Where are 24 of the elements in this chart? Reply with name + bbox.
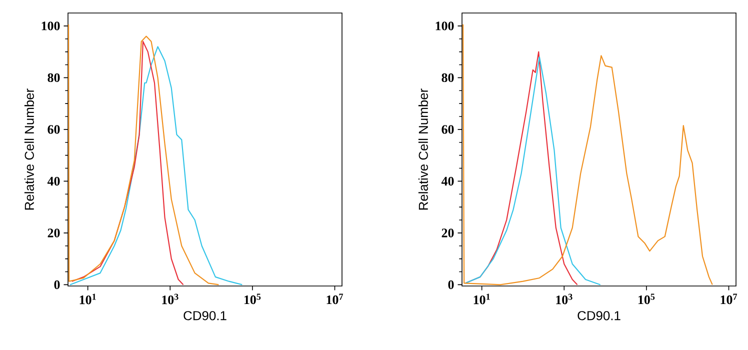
x-tick-label: 10$^{7}$: [326, 294, 344, 304]
x-tick-label: 10$^{5}$: [244, 294, 261, 304]
y-tick-label: 80: [48, 73, 60, 82]
y-tick-label: 60: [442, 125, 454, 134]
x-axis-title: CD90.1: [578, 311, 620, 320]
y-tick-label: 0: [54, 280, 60, 290]
x-tick-label: 10$^{7}$: [720, 294, 738, 304]
y-tick-label: 100: [436, 22, 454, 30]
y-tick-label: 20: [48, 228, 60, 238]
y-tick-label: 60: [48, 125, 60, 134]
y-tick-label: 20: [442, 228, 454, 238]
y-tick-label: 0: [448, 280, 454, 290]
y-tick-label: 40: [47, 176, 60, 186]
y-axis-title: Relative Cell Number: [418, 88, 428, 210]
y-tick-label: 80: [442, 73, 454, 82]
y-axis-title: Relative Cell Number: [24, 88, 34, 210]
y-tick-label: 100: [42, 22, 60, 30]
x-tick-label: 10$^{3}$: [556, 294, 572, 304]
x-axis-title: CD90.1: [184, 311, 226, 320]
x-tick-label: 10$^{1}$: [474, 294, 490, 304]
x-tick-label: 10$^{3}$: [162, 294, 178, 304]
y-tick-label: 40: [441, 176, 454, 186]
x-tick-label: 10$^{1}$: [80, 294, 96, 304]
x-tick-label: 10$^{5}$: [638, 294, 655, 304]
